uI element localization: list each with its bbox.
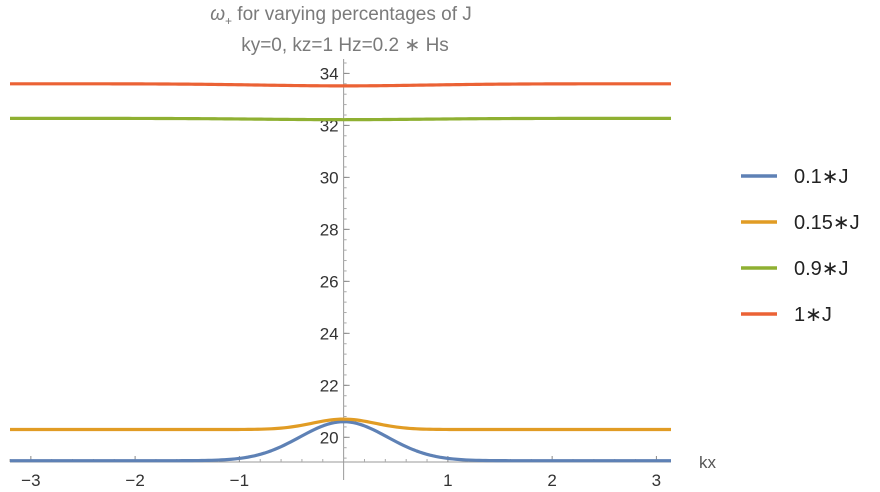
- series-line-2: [10, 116, 671, 122]
- y-tick-label: 28: [320, 220, 339, 239]
- series-line-1: [10, 417, 671, 432]
- y-tick-label: 30: [320, 168, 339, 187]
- series-layer: [10, 82, 671, 463]
- y-tick-label: 20: [320, 428, 339, 447]
- y-tick-label: 26: [320, 272, 339, 291]
- legend: 0.1∗J 0.15∗J 0.9∗J 1∗J: [741, 166, 860, 326]
- x-tick-label: 1: [443, 471, 452, 490]
- chart-subtitle: ky=0, kz=1 Hz=0.2 ∗ Hs: [241, 35, 449, 56]
- y-tick-label: 24: [320, 324, 339, 343]
- title-omega: ω: [210, 4, 225, 25]
- y-tick-label: 34: [320, 64, 339, 83]
- x-tick-label: 2: [547, 471, 556, 490]
- chart-title: ω+ for varying percentages of J: [210, 4, 472, 28]
- x-tick-label: −1: [230, 471, 249, 490]
- legend-label-0: 0.1∗J: [794, 166, 849, 188]
- legend-label-1: 0.15∗J: [794, 212, 860, 234]
- x-axis-label: kx: [699, 453, 717, 472]
- y-tick-label: 22: [320, 376, 339, 395]
- legend-label-2: 0.9∗J: [794, 258, 849, 280]
- x-tick-label: −2: [125, 471, 144, 490]
- series-line-3: [10, 82, 671, 88]
- title-subscript: +: [225, 14, 232, 28]
- x-tick-label: −3: [21, 471, 40, 490]
- title-text: for varying percentages of J: [232, 4, 472, 25]
- series-line-0: [10, 420, 671, 463]
- x-tick-label: 3: [652, 471, 661, 490]
- legend-label-3: 1∗J: [794, 304, 832, 326]
